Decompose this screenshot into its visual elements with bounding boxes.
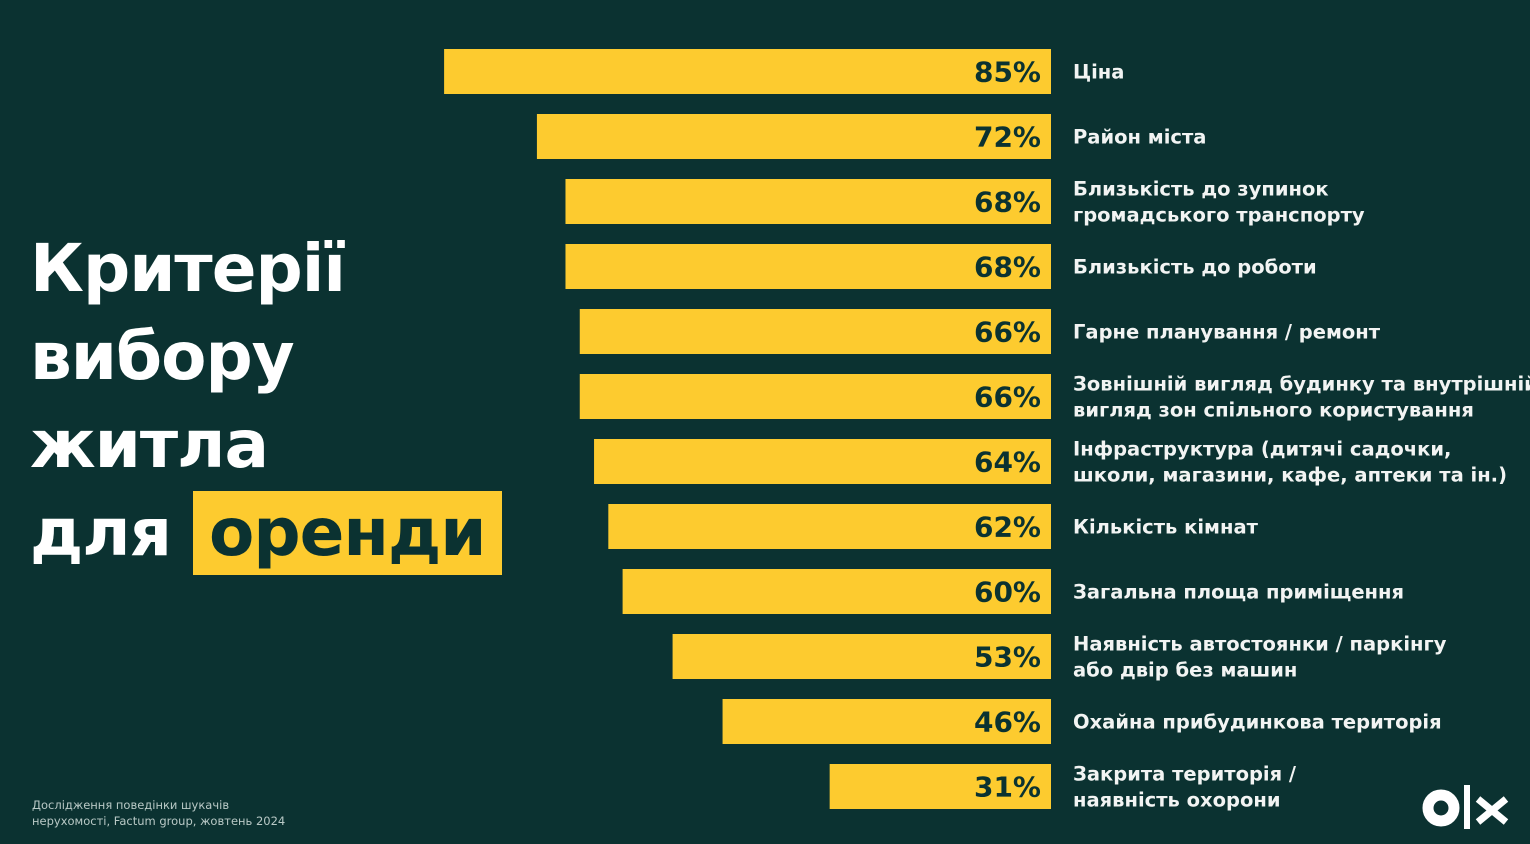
data-label: 46% (974, 706, 1041, 739)
category-label: Близькість до зупинок (1073, 178, 1329, 201)
category-label: Гарне планування / ремонт (1073, 321, 1381, 344)
category-label: Ціна (1073, 61, 1124, 84)
bar (672, 634, 1051, 679)
category-label: Загальна площа приміщення (1073, 581, 1404, 604)
data-label: 53% (974, 641, 1041, 674)
category-label: громадського транспорту (1073, 204, 1365, 227)
category-label: школи, магазини, кафе, аптеки та ін.) (1073, 464, 1507, 487)
bar (579, 309, 1051, 354)
data-label: 68% (974, 251, 1041, 284)
bar (622, 569, 1051, 614)
data-label: 60% (974, 576, 1041, 609)
bar (579, 374, 1051, 419)
category-label: наявність охорони (1073, 789, 1281, 812)
data-label: 31% (974, 771, 1041, 804)
category-label: Близькість до роботи (1073, 256, 1317, 279)
category-label: Інфраструктура (дитячі садочки, (1073, 438, 1451, 461)
source-note: Дослідження поведінки шукачів нерухомост… (32, 797, 285, 829)
data-label: 85% (974, 56, 1041, 89)
title-highlight: оренди (193, 491, 502, 575)
category-label: Кількість кімнат (1073, 516, 1259, 539)
source-line-1: Дослідження поведінки шукачів (32, 798, 230, 812)
category-label: або двір без машин (1073, 659, 1297, 682)
category-label: Наявність автостоянки / паркінгу (1073, 633, 1447, 656)
bar (565, 179, 1051, 224)
bar (829, 764, 1051, 809)
data-label: 64% (974, 446, 1041, 479)
title-line-3: житла (30, 406, 269, 483)
source-line-2: нерухомості, Factum group, жовтень 2024 (32, 814, 286, 828)
olx-logo (1422, 785, 1509, 829)
data-label: 68% (974, 186, 1041, 219)
data-label: 72% (974, 121, 1041, 154)
category-label: Закрита територія / (1073, 763, 1297, 786)
page-title: Критерії вибору житла для оренди (30, 225, 502, 577)
category-label: вигляд зон спільного користування (1073, 399, 1474, 422)
bar (444, 49, 1052, 94)
bar (565, 244, 1051, 289)
bar (722, 699, 1051, 744)
title-line-1: Критерії (30, 230, 346, 307)
title-prefix: для (30, 494, 172, 571)
title-line-4: для оренди (30, 489, 502, 577)
bar (536, 114, 1051, 159)
bar (594, 439, 1051, 484)
title-line-2: вибору (30, 318, 295, 395)
bar (608, 504, 1051, 549)
category-label: Район міста (1073, 126, 1206, 149)
category-label: Охайна прибудинкова територія (1073, 711, 1442, 734)
data-label: 62% (974, 511, 1041, 544)
category-label: Зовнішній вигляд будинку та внутрішній (1073, 373, 1530, 396)
data-label: 66% (974, 381, 1041, 414)
data-label: 66% (974, 316, 1041, 349)
